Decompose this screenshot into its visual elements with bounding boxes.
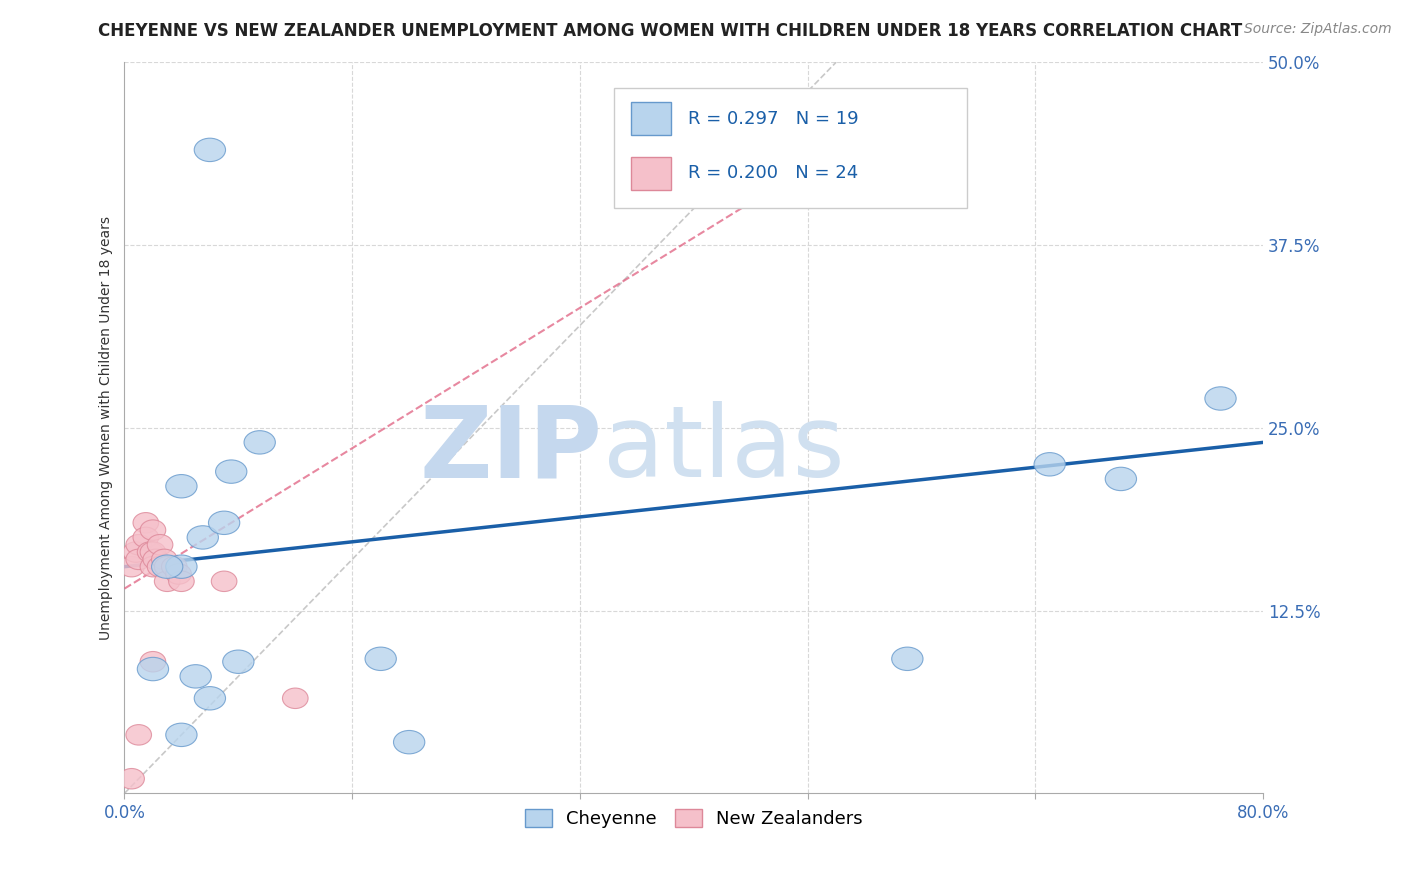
Ellipse shape: [222, 650, 254, 673]
Ellipse shape: [127, 549, 152, 570]
Ellipse shape: [187, 525, 218, 549]
Ellipse shape: [152, 555, 183, 578]
Ellipse shape: [211, 571, 238, 591]
Ellipse shape: [148, 534, 173, 555]
Ellipse shape: [166, 564, 191, 584]
Ellipse shape: [141, 541, 166, 562]
Ellipse shape: [134, 527, 159, 548]
Ellipse shape: [194, 138, 225, 161]
Ellipse shape: [1205, 387, 1236, 410]
Ellipse shape: [127, 724, 152, 745]
Ellipse shape: [283, 688, 308, 708]
Ellipse shape: [180, 665, 211, 688]
Text: Source: ZipAtlas.com: Source: ZipAtlas.com: [1244, 22, 1392, 37]
Text: R = 0.200   N = 24: R = 0.200 N = 24: [688, 164, 859, 182]
Text: CHEYENNE VS NEW ZEALANDER UNEMPLOYMENT AMONG WOMEN WITH CHILDREN UNDER 18 YEARS : CHEYENNE VS NEW ZEALANDER UNEMPLOYMENT A…: [98, 22, 1243, 40]
Y-axis label: Unemployment Among Women with Children Under 18 years: Unemployment Among Women with Children U…: [100, 216, 114, 640]
Ellipse shape: [208, 511, 240, 534]
Ellipse shape: [138, 541, 163, 562]
Ellipse shape: [169, 571, 194, 591]
Ellipse shape: [366, 647, 396, 671]
Ellipse shape: [141, 520, 166, 541]
Ellipse shape: [215, 460, 247, 483]
Ellipse shape: [166, 723, 197, 747]
Ellipse shape: [124, 541, 149, 562]
FancyBboxPatch shape: [631, 103, 671, 136]
Ellipse shape: [148, 557, 173, 577]
Ellipse shape: [134, 513, 159, 533]
Text: R = 0.297   N = 19: R = 0.297 N = 19: [688, 111, 859, 128]
Ellipse shape: [143, 549, 169, 570]
Ellipse shape: [152, 549, 177, 570]
Ellipse shape: [166, 555, 197, 578]
Ellipse shape: [141, 557, 166, 577]
Ellipse shape: [194, 687, 225, 710]
Ellipse shape: [394, 731, 425, 754]
Ellipse shape: [118, 769, 145, 789]
Ellipse shape: [162, 557, 187, 577]
Legend: Cheyenne, New Zealanders: Cheyenne, New Zealanders: [517, 802, 870, 836]
Text: ZIP: ZIP: [420, 401, 603, 498]
Ellipse shape: [141, 651, 166, 672]
Ellipse shape: [155, 557, 180, 577]
Ellipse shape: [245, 431, 276, 454]
FancyBboxPatch shape: [631, 157, 671, 190]
Ellipse shape: [138, 657, 169, 681]
Ellipse shape: [1105, 467, 1136, 491]
Ellipse shape: [166, 475, 197, 498]
Ellipse shape: [127, 534, 152, 555]
Ellipse shape: [891, 647, 922, 671]
Ellipse shape: [1033, 452, 1066, 476]
Text: atlas: atlas: [603, 401, 845, 498]
Ellipse shape: [155, 571, 180, 591]
FancyBboxPatch shape: [614, 87, 967, 209]
Ellipse shape: [118, 557, 145, 577]
